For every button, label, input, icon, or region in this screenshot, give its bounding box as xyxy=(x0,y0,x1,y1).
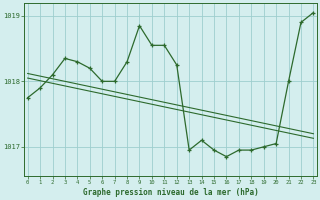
X-axis label: Graphe pression niveau de la mer (hPa): Graphe pression niveau de la mer (hPa) xyxy=(83,188,259,197)
